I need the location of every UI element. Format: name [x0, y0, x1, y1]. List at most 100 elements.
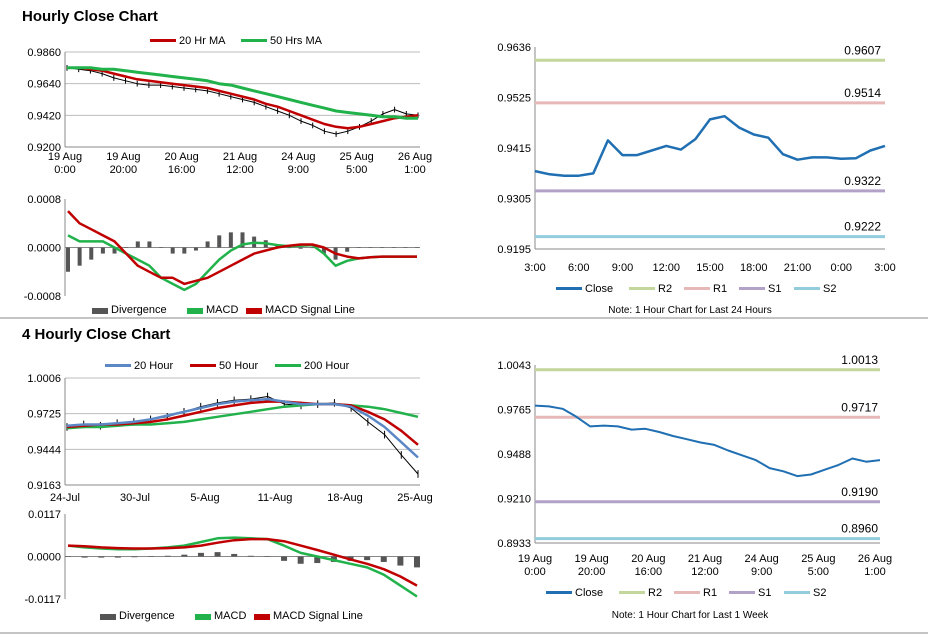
hourly-divergence-bar	[356, 247, 361, 248]
hourly-divergence-bar	[135, 241, 140, 248]
hourly-levels-legend-swatch	[739, 287, 765, 290]
hourly-divergence-bar	[345, 247, 350, 252]
hourly-levels-legend-swatch	[684, 287, 710, 290]
hourly-price-xtick-label: 9:00	[288, 164, 309, 176]
4h-levels-xtick-label: 19 Aug	[518, 553, 552, 565]
4h-levels-xtick-label: 20 Aug	[631, 553, 665, 565]
hourly-level-s2-label: 0.9222	[844, 220, 881, 234]
4h-divergence-bar	[281, 556, 288, 561]
4h-divergence-bar	[197, 552, 204, 557]
4h-levels-legend-swatch	[729, 591, 755, 594]
4h-divergence-bar	[247, 555, 254, 557]
4h-price-legend-swatch	[105, 364, 131, 367]
hourly-price-ytick-label: 0.9860	[27, 47, 61, 59]
hourly-divergence-bar	[368, 247, 373, 248]
hourly-signal-line	[67, 210, 417, 286]
hourly-macd-line	[67, 234, 417, 292]
hourly-levels-legend-swatch	[629, 287, 655, 290]
4h-price-line	[66, 396, 419, 475]
hourly-divergence-bar	[403, 247, 408, 248]
hourly-divergence-bar	[310, 247, 315, 249]
hourly-level-s1-label: 0.9322	[844, 174, 881, 188]
4h-divergence-bar	[98, 556, 105, 558]
4h-levels-note: Note: 1 Hour Chart for Last 1 Week	[612, 610, 770, 621]
section-title-4hourly: 4 Hourly Close Chart	[22, 326, 170, 343]
4h-ma50-line	[66, 400, 419, 446]
4h-levels-ytick-label: 0.8933	[497, 538, 531, 550]
4h-levels-xtick-label: 19 Aug	[575, 553, 609, 565]
hourly-divergence-bar	[159, 247, 164, 248]
4h-price-legend-label: 200 Hour	[304, 360, 350, 372]
hourly-ma50-line	[67, 66, 418, 120]
4h-levels-ytick-label: 0.9488	[497, 449, 531, 461]
4h-macd-legend-swatch	[195, 614, 211, 620]
hourly-divergence-bar	[380, 247, 385, 248]
section-title-hourly: Hourly Close Chart	[22, 8, 158, 25]
4h-price-ytick-label: 0.9725	[27, 409, 61, 421]
4h-divergence-bar	[364, 556, 371, 561]
hourly-levels-legend-label: Close	[585, 283, 613, 295]
4h-levels-xtick-label: 12:00	[691, 566, 719, 578]
4h-divergence-bar	[81, 556, 88, 558]
hourly-price-xtick-label: 1:00	[404, 164, 425, 176]
4h-price-legend-swatch	[190, 364, 216, 367]
hourly-divergence-bar	[77, 247, 82, 266]
4h-macd-ytick-label: 0.0117	[28, 509, 61, 521]
4h-levels-ytick-label: 0.9210	[497, 494, 531, 506]
hourly-price-xtick-label: 21 Aug	[223, 151, 257, 163]
hourly-level-r1-label: 0.9514	[844, 86, 881, 100]
4h-level-r1-label: 0.9717	[841, 400, 878, 414]
hourly-levels-xtick-label: 3:00	[874, 262, 895, 274]
4h-levels-xtick-label: 9:00	[751, 566, 772, 578]
hourly-levels-legend-label: S2	[823, 283, 836, 295]
hourly-levels-xtick-label: 18:00	[740, 262, 768, 274]
hourly-divergence-bar	[298, 247, 303, 249]
4h-price-ytick-label: 0.9444	[27, 444, 61, 456]
hourly-levels-xtick-label: 0:00	[831, 262, 852, 274]
4h-divergence-bar	[414, 556, 420, 568]
hourly-divergence-bar	[100, 247, 105, 254]
hourly-levels-legend-label: S1	[768, 283, 781, 295]
hourly-macd-ytick-label: 0.0000	[27, 243, 61, 255]
4h-levels-xtick-label: 5:00	[808, 566, 829, 578]
4h-levels-xtick-label: 1:00	[864, 566, 885, 578]
4h-levels-xtick-label: 0:00	[524, 566, 545, 578]
hourly-levels-legend-swatch	[556, 287, 582, 290]
hourly-price-ytick-label: 0.9420	[27, 110, 61, 122]
4h-divergence-bar	[297, 556, 304, 564]
4h-levels-xtick-label: 25 Aug	[801, 553, 835, 565]
4h-levels-ytick-label: 0.9765	[497, 405, 531, 417]
hourly-price-xtick-label: 16:00	[168, 164, 196, 176]
hourly-divergence-bar	[124, 247, 129, 248]
4h-divergence-bar	[181, 554, 188, 557]
hourly-price-xtick-label: 20:00	[110, 164, 138, 176]
4h-price-legend-swatch	[275, 364, 301, 367]
4h-signal-line	[67, 537, 418, 587]
hourly-price-xtick-label: 0:00	[54, 164, 75, 176]
hourly-price-xtick-label: 20 Aug	[165, 151, 199, 163]
4h-levels-chart: 1.0043 0.9765 0.9488 0.9210 0.8933 1.0013 0.97…	[497, 353, 892, 621]
hourly-price-legend-swatch	[150, 39, 176, 42]
hourly-divergence-bar	[89, 247, 94, 260]
4h-divergence-bar	[164, 555, 171, 557]
4h-divergence-bar	[397, 556, 404, 566]
hourly-divergence-bar	[217, 235, 222, 248]
hourly-macd-ytick-label: -0.0008	[24, 291, 61, 303]
hourly-macd-legend-swatch	[92, 308, 108, 314]
4h-price-xtick-label: 25-Aug	[397, 492, 432, 504]
hourly-macd-legend-label: MACD Signal Line	[265, 304, 355, 316]
hourly-levels-ytick-label: 0.9195	[497, 244, 531, 256]
hourly-levels-legend-label: R2	[658, 283, 672, 295]
4h-macd-chart: 0.0117 0.0000 -0.0117 Divergence MACD MACD Si…	[25, 509, 420, 622]
4h-divergence-bar	[214, 552, 221, 557]
4h-macd-line	[67, 536, 418, 598]
hourly-levels-xtick-label: 6:00	[568, 262, 589, 274]
hourly-price-ytick-label: 0.9200	[27, 142, 61, 154]
hourly-macd-chart: 0.0008 0.0000 -0.0008 Divergence MACD MACD Si…	[24, 194, 420, 316]
hourly-levels-chart: 0.9636 0.9525 0.9415 0.9305 0.9195 0.9607 0.95…	[497, 42, 895, 316]
hourly-levels-xtick-label: 15:00	[696, 262, 724, 274]
hourly-macd-legend-swatch	[246, 308, 262, 314]
4h-price-xtick-label: 5-Aug	[190, 492, 219, 504]
